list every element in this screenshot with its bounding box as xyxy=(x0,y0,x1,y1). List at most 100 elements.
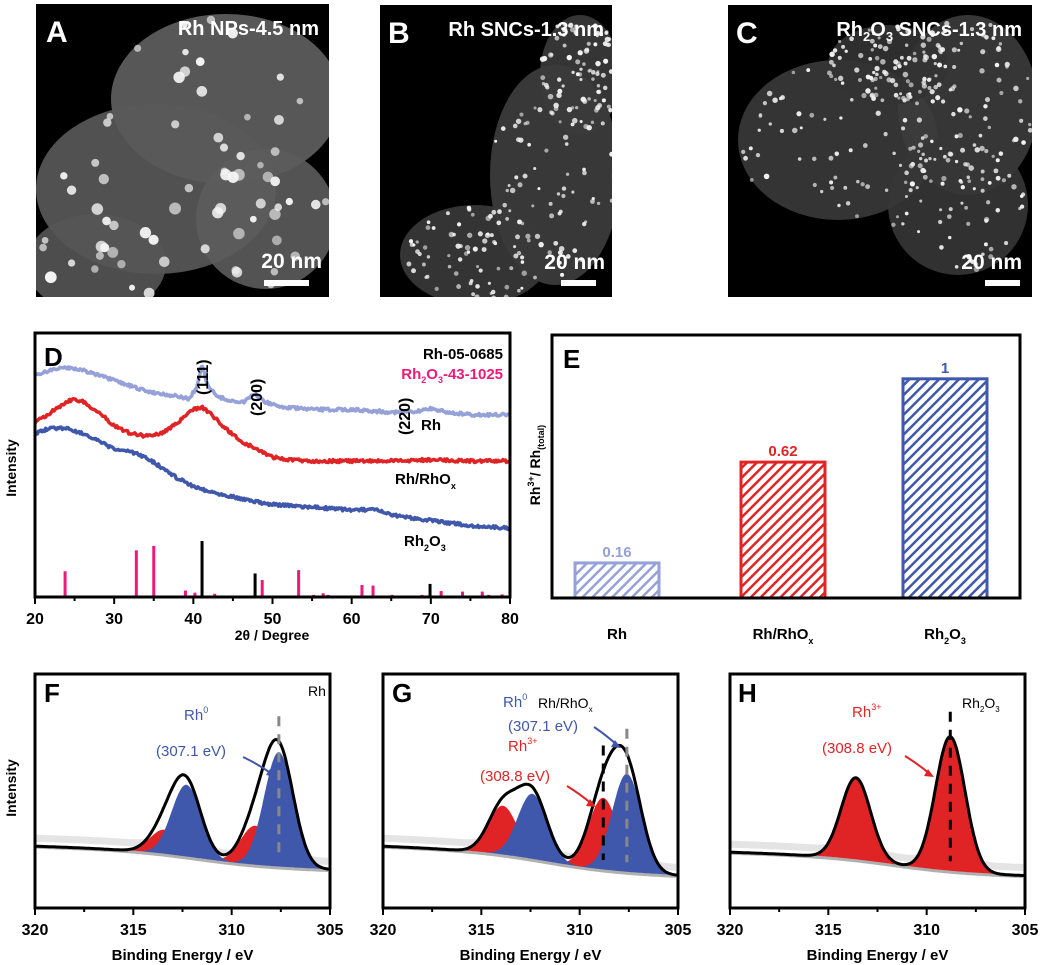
nanoparticle xyxy=(1021,192,1026,197)
nanoparticle xyxy=(954,134,959,139)
nanoparticle xyxy=(565,172,570,176)
nanoparticle xyxy=(467,207,472,212)
legend-rh-ref: Rh-05-0685 xyxy=(423,346,503,363)
legend-rh2o3-o: O xyxy=(426,366,438,383)
nanoparticle xyxy=(893,92,899,98)
nanoparticle xyxy=(963,162,968,167)
nanoparticle xyxy=(595,60,601,67)
ev-label-307-g: (307.1 eV) xyxy=(508,718,578,735)
nanoparticle xyxy=(929,179,933,183)
nanoparticle xyxy=(980,177,985,182)
nanoparticle xyxy=(843,185,848,190)
nanoparticle xyxy=(573,24,579,30)
nanoparticle xyxy=(39,243,47,252)
nanoparticle xyxy=(826,70,832,76)
legend-rh2o3-ref: Rh2O3-43-1025 xyxy=(401,366,503,385)
series-label-rhrhox-main: Rh/RhO xyxy=(395,471,451,488)
nanoparticle xyxy=(877,36,881,40)
nanoparticle xyxy=(879,75,883,80)
nanoparticle xyxy=(496,220,502,226)
nanoparticle xyxy=(44,271,57,284)
x-tick-label: 70 xyxy=(422,611,440,628)
scale-bar-label-b: 20 nm xyxy=(544,251,605,274)
nanoparticle xyxy=(214,202,227,215)
nanoparticle xyxy=(434,286,439,292)
nanoparticle xyxy=(927,86,932,90)
nanoparticle xyxy=(912,51,917,56)
nanoparticle xyxy=(926,36,932,42)
nanoparticle xyxy=(987,125,992,130)
nanoparticle xyxy=(426,220,431,225)
nanoparticle xyxy=(562,32,566,37)
arrow-icon xyxy=(593,726,618,746)
nanoparticle xyxy=(206,15,216,25)
nanoparticle xyxy=(741,149,746,155)
g-sample-sub: x xyxy=(589,705,593,714)
nanoparticle xyxy=(520,255,525,260)
nanoparticle xyxy=(933,62,937,66)
nanoparticle xyxy=(578,257,584,263)
nanoparticle xyxy=(426,255,431,259)
envelope-curve xyxy=(730,735,1024,877)
nanoparticle xyxy=(478,268,483,273)
arrowhead-icon xyxy=(924,769,934,777)
nanoparticle xyxy=(91,265,99,273)
nanoparticle xyxy=(447,264,452,269)
stem-image-b: B Rh SNCs-1.3 nm 20 nm xyxy=(380,5,612,297)
nanoparticle xyxy=(936,62,943,68)
title-c-sub3: 3 xyxy=(885,29,894,44)
nanoparticle xyxy=(748,146,753,151)
nanoparticle xyxy=(809,112,815,118)
nanoparticle xyxy=(939,208,943,212)
nanoparticle xyxy=(830,185,835,191)
nanoparticle xyxy=(475,284,480,289)
nanoparticle xyxy=(916,117,923,123)
nanoparticle xyxy=(196,86,208,97)
nanoparticle xyxy=(945,157,951,163)
nanoparticle xyxy=(995,46,1002,52)
nanoparticle xyxy=(509,187,516,194)
nanoparticle xyxy=(873,43,878,48)
nanoparticle xyxy=(939,146,943,151)
nanoparticle xyxy=(811,156,817,162)
nanoparticle xyxy=(791,70,796,75)
nanoparticle xyxy=(820,189,824,194)
nanoparticle xyxy=(867,28,871,32)
nanoparticle xyxy=(109,220,119,231)
nanoparticle xyxy=(471,292,476,297)
nanoparticle xyxy=(1018,99,1023,104)
x-tick-label: 320 xyxy=(370,922,397,939)
arrow-icon xyxy=(904,755,931,775)
nanoparticle xyxy=(406,261,412,267)
rh0-f-main: Rh xyxy=(184,707,203,724)
nanoparticle-image-a xyxy=(36,14,329,297)
nanoparticle xyxy=(514,175,519,180)
bar-value-label-rhrhox: 0.62 xyxy=(768,443,797,460)
nanoparticle xyxy=(993,168,999,174)
nanoparticle xyxy=(562,43,567,48)
nanoparticle xyxy=(593,98,597,102)
nanoparticle xyxy=(985,200,991,205)
xrd-chart: 20 30 40 50 60 70 80 D Rh-05-0685 Rh2O3-43-102… xyxy=(3,331,519,643)
nanoparticle xyxy=(470,212,475,217)
nanoparticle xyxy=(518,137,524,143)
nanoparticle xyxy=(991,154,995,158)
nanoparticle xyxy=(547,93,554,100)
nanoparticle-image-c xyxy=(738,15,1032,275)
nanoparticle xyxy=(904,211,909,216)
ylab-e-rh2: / Rh xyxy=(527,450,543,476)
nanoparticle xyxy=(1011,138,1016,143)
nanoparticle xyxy=(513,245,517,249)
rh3-h-main: Rh xyxy=(852,704,871,721)
nanoparticle xyxy=(1007,173,1012,178)
nanoparticle xyxy=(948,207,953,212)
nanoparticle xyxy=(139,227,152,239)
rh0-g-sup: 0 xyxy=(522,692,527,702)
nanoparticle xyxy=(897,64,902,69)
nanoparticle xyxy=(595,105,601,111)
nanoparticle xyxy=(917,142,924,148)
title-c-sub2: 2 xyxy=(863,29,871,44)
fit-component-rh0-3d3-2 xyxy=(35,784,330,870)
scale-bar-b xyxy=(561,280,596,286)
